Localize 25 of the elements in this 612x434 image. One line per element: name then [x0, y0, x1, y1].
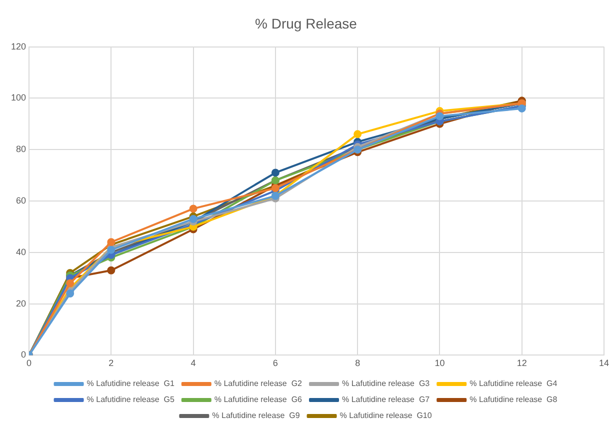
x-tick-label: 10 [434, 358, 445, 368]
legend-label: % Lafutidine release G1 [86, 379, 175, 388]
y-tick-label: 20 [16, 298, 26, 308]
legend-label: % Lafutidine release G5 [86, 395, 175, 404]
x-tick-label: 8 [355, 358, 360, 368]
legend-label: % Lafutidine release G3 [342, 379, 430, 388]
y-tick-label: 40 [16, 246, 26, 257]
legend-label: % Lafutidine release G4 [470, 379, 558, 388]
y-tick-label: 120 [10, 41, 26, 52]
y-tick-label: 80 [16, 144, 26, 154]
x-tick-label: 12 [516, 358, 527, 368]
x-tick-label: 2 [108, 358, 114, 368]
legend-label: % Lafutidine release G6 [214, 395, 303, 404]
y-tick-label: 100 [10, 92, 26, 103]
legend-label: % Lafutidine release G2 [214, 379, 303, 388]
legend-label: % Lafutidine release G9 [212, 411, 300, 420]
chart-title: % Drug Release [255, 15, 358, 32]
legend-label: % Lafutidine release G7 [342, 395, 430, 404]
x-tick-label: 14 [598, 358, 609, 368]
x-tick-label: 4 [190, 358, 196, 368]
y-tick-label: 60 [16, 195, 26, 206]
legend-label: % Lafutidine release G10 [340, 411, 432, 420]
legend-label: % Lafutidine release G8 [470, 395, 558, 404]
y-tick-label: 0 [21, 350, 26, 360]
x-tick-label: 6 [272, 358, 278, 368]
